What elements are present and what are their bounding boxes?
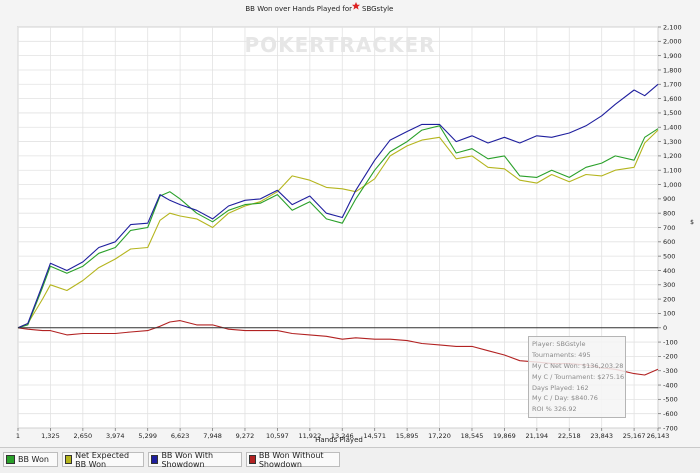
x-tick-label-4: 5,299 — [138, 432, 157, 440]
legend-label-without-showdown: BB Won Without Showdown — [258, 450, 324, 469]
x-tick-label-6: 7,948 — [203, 432, 222, 440]
chart-title-player: SBGstyle — [362, 5, 393, 13]
legend-swatch-without-showdown — [249, 455, 256, 464]
tooltip-per-day: My C / Day: $840.76 — [532, 394, 598, 403]
y-tick-label-5: 1,600 — [663, 95, 682, 103]
y-tick-label-9: 1,200 — [663, 152, 682, 160]
series-line-bb-won — [17, 125, 659, 329]
y-tick-label-28: -700 — [663, 424, 678, 432]
y-tick-label-14: 700 — [663, 224, 675, 232]
tooltip-days-played: Days Played: 162 — [532, 383, 589, 392]
y-tick-label-17: 400 — [663, 267, 675, 275]
x-tick-label-12: 15,895 — [396, 432, 419, 440]
legend-label-with-showdown: BB Won With Showdown — [161, 450, 214, 469]
y-tick-label-3: 1,800 — [663, 66, 682, 74]
right-axis-symbol: $ — [690, 219, 694, 226]
y-axis-ticks: 2,100 2,000 1,900 1,800 1,700 1,600 1,500 1,400… — [658, 23, 682, 432]
chart-title: BB Won over Hands Played for SBGstyle — [245, 2, 393, 13]
y-tick-label-20: 100 — [663, 310, 675, 318]
y-tick-label-7: 1,400 — [663, 124, 682, 132]
y-tick-label-1: 2,000 — [663, 38, 682, 46]
y-tick-label-2: 1,900 — [663, 52, 682, 60]
y-tick-label-0: 2,100 — [663, 23, 682, 31]
bb-won-line-chart: POKERTRACKER 2,100 2,000 1,900 1,800 1,700 1,… — [16, 2, 694, 444]
legend-item-with-showdown[interactable]: BB Won With Showdown — [148, 450, 242, 469]
x-axis-label: Hands Played — [315, 436, 363, 444]
y-tick-label-13: 800 — [663, 209, 675, 217]
tooltip-tournaments: Tournaments: 495 — [532, 350, 591, 359]
x-tick-label-14: 18,545 — [461, 432, 484, 440]
tooltip-net-won: My C Net Won: $136,203.28 — [532, 361, 624, 370]
y-tick-label-19: 200 — [663, 295, 675, 303]
x-tick-label-10: 13,246 — [331, 432, 354, 440]
x-tick-label-15: 19,869 — [493, 432, 516, 440]
x-tick-label-8: 10,597 — [266, 432, 289, 440]
legend-swatch-with-showdown — [151, 455, 159, 464]
tooltip-player: Player: SBGstyle — [532, 340, 586, 348]
x-tick-label-7: 9,272 — [236, 432, 255, 440]
chart-title-text: BB Won over Hands Played for — [245, 5, 352, 13]
x-axis-ticks: 1 1,325 2,650 3,974 5,299 6,623 7,948 9,272 10,5… — [16, 428, 669, 440]
x-tick-label-3: 3,974 — [106, 432, 125, 440]
y-tick-label-16: 500 — [663, 252, 675, 260]
y-tick-label-27: -600 — [663, 410, 678, 418]
legend-swatch-bb-won — [6, 455, 15, 464]
tooltip-per-tournament: My C / Tournament: $275.16 — [532, 372, 625, 381]
stats-tooltip: Player: SBGstyle Tournaments: 495 My C N… — [528, 336, 626, 418]
y-tick-label-10: 1,100 — [663, 167, 682, 175]
tooltip-roi: ROI % 326.92 — [532, 405, 577, 414]
y-tick-label-22: -100 — [663, 338, 678, 346]
watermark: POKERTRACKER — [244, 33, 435, 57]
y-tick-label-6: 1,500 — [663, 109, 682, 117]
legend-item-bb-won[interactable]: BB Won — [3, 452, 58, 467]
y-tick-label-18: 300 — [663, 281, 675, 289]
x-tick-label-17: 22,518 — [558, 432, 581, 440]
x-tick-label-13: 17,220 — [428, 432, 451, 440]
x-tick-label-9: 11,922 — [298, 432, 321, 440]
x-tick-label-2: 2,650 — [74, 432, 93, 440]
y-tick-label-24: -300 — [663, 367, 678, 375]
x-tick-label-5: 6,623 — [171, 432, 190, 440]
y-tick-label-21: 0 — [663, 324, 667, 332]
y-tick-label-11: 1,000 — [663, 181, 682, 189]
legend-item-without-showdown[interactable]: BB Won Without Showdown — [246, 450, 340, 469]
series-line-net-expected-bb-won — [17, 129, 659, 329]
legend-item-net-expected[interactable]: Net Expected BB Won — [62, 450, 144, 469]
y-tick-label-8: 1,300 — [663, 138, 682, 146]
x-tick-label-18: 23,843 — [590, 432, 613, 440]
legend-bar: BB Won Net Expected BB Won BB Won With S… — [0, 447, 700, 473]
x-tick-label-11: 14,571 — [363, 432, 386, 440]
x-tick-label-0: 1 — [16, 432, 20, 440]
y-tick-label-15: 600 — [663, 238, 675, 246]
y-tick-label-23: -200 — [663, 353, 678, 361]
legend-label-net-expected: Net Expected BB Won — [75, 450, 130, 469]
x-tick-label-20: 26,143 — [647, 432, 670, 440]
pokerstars-icon — [352, 2, 360, 10]
x-tick-label-1: 1,325 — [41, 432, 60, 440]
x-tick-label-16: 21,194 — [525, 432, 548, 440]
y-tick-label-25: -400 — [663, 381, 678, 389]
legend-swatch-net-expected — [65, 455, 73, 464]
series-line-bb-won-with-showdown — [17, 83, 659, 329]
x-tick-label-19: 25,167 — [623, 432, 646, 440]
y-tick-label-4: 1,700 — [663, 81, 682, 89]
y-tick-label-26: -500 — [663, 396, 678, 404]
legend-label-bb-won: BB Won — [18, 455, 49, 464]
y-tick-label-12: 900 — [663, 195, 675, 203]
